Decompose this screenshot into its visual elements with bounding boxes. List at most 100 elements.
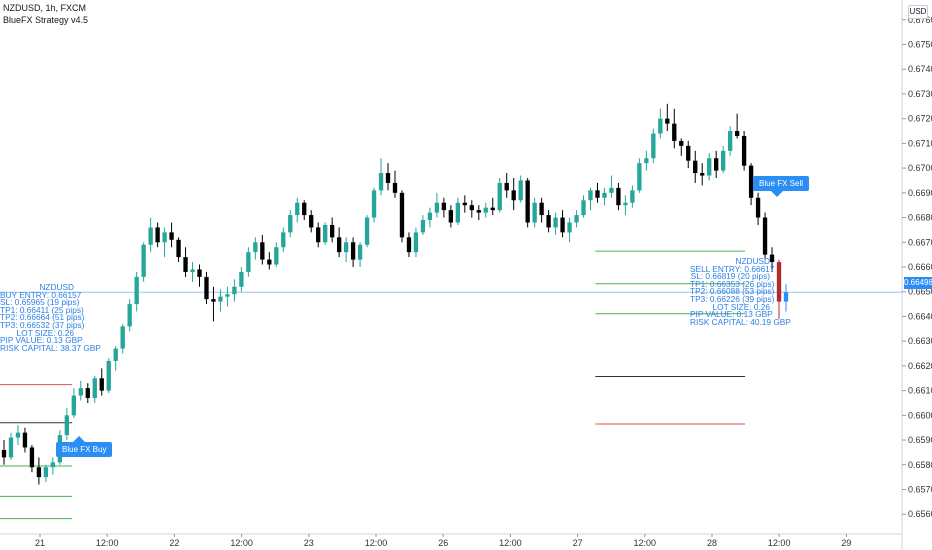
candle-body xyxy=(769,254,775,263)
candle-body xyxy=(260,242,265,260)
candle-body xyxy=(204,276,209,300)
candle-body xyxy=(448,210,454,223)
candle-body xyxy=(22,432,28,448)
candle-body xyxy=(776,262,782,302)
candle-body xyxy=(281,232,286,248)
sell-info-line: SL: 0.66819 (20 pips) xyxy=(690,271,770,282)
price-tick-label: 0.66500 xyxy=(908,287,932,297)
candle-body xyxy=(43,467,49,478)
buy-info-line: PIP VALUE: 0.13 GBP xyxy=(0,335,83,346)
candle-body xyxy=(141,244,146,277)
candle-body xyxy=(595,190,600,198)
candle-body xyxy=(309,215,314,228)
buy-info-line: SL: 0.65965 (19 pips) xyxy=(0,297,80,308)
candle-body xyxy=(295,202,300,216)
price-tick-label: 0.67400 xyxy=(908,64,932,74)
price-tick-label: 0.67600 xyxy=(908,15,932,25)
time-tick-label: 21 xyxy=(35,538,45,548)
candle-body xyxy=(392,182,398,193)
candle-body xyxy=(539,202,544,216)
candle-body xyxy=(225,294,230,297)
time-tick-label: 26 xyxy=(438,538,448,548)
symbol-title: NZDUSD, 1h, FXCM xyxy=(3,3,87,13)
price-tick-label: 0.67500 xyxy=(908,40,932,50)
candle-body xyxy=(741,135,747,166)
sell-signal-tag[interactable]: Blue FX Sell xyxy=(753,176,810,197)
candle-body xyxy=(476,210,481,213)
candle-body xyxy=(176,239,181,258)
sell-info-line: RISK CAPITAL: 40.19 GBP xyxy=(690,316,791,327)
candle-body xyxy=(357,244,363,260)
time-tick-label: 12:00 xyxy=(499,538,522,548)
price-tick-label: 0.66700 xyxy=(908,237,932,247)
candle-body xyxy=(679,140,684,146)
candle-body xyxy=(239,271,244,287)
candle-body xyxy=(232,286,237,295)
sell-info-line: NZDUSD xyxy=(735,256,770,266)
candle-body xyxy=(246,252,251,272)
candle-body xyxy=(609,187,614,193)
buy-info-line: TP1: 0.66411 (25 pips) xyxy=(0,304,84,315)
candle-body xyxy=(71,395,76,416)
candle-body xyxy=(197,269,202,277)
currency-button[interactable]: USD xyxy=(908,5,928,19)
candle-body xyxy=(253,242,258,253)
candle-body xyxy=(399,192,405,238)
candle-body xyxy=(113,348,118,361)
candle-body xyxy=(546,215,551,228)
candle-body xyxy=(64,415,70,436)
sell-info-line: LOT SIZE: 0.26 xyxy=(712,301,771,312)
time-axis[interactable]: 21 12:00 22 12:00 23 12:00 26 12:00 27 12:00 28 12:… xyxy=(35,534,851,548)
buy-info-line: TP2: 0.66664 (51 pips) xyxy=(0,312,85,323)
candle-body xyxy=(371,190,377,218)
time-tick-label: 12:00 xyxy=(365,538,388,548)
indicator-title: BlueFX Strategy v4.5 xyxy=(3,15,89,25)
candle-body xyxy=(616,187,621,206)
price-tick-label: 0.66600 xyxy=(908,262,932,272)
price-tick-label: 0.65600 xyxy=(908,509,932,519)
sell-info-line: TP2: 0.66088 (53 pips) xyxy=(690,286,775,297)
candle-body xyxy=(727,131,733,151)
candle-body xyxy=(420,220,426,233)
candle-body xyxy=(581,200,586,216)
price-tick-label: 0.67200 xyxy=(908,114,932,124)
candle-body xyxy=(567,222,572,233)
candle-body xyxy=(700,173,705,176)
candle-body xyxy=(497,182,502,211)
candle-body xyxy=(525,180,530,223)
time-tick-label: 28 xyxy=(707,538,717,548)
candle-body xyxy=(385,173,391,183)
sell-info-line: TP3: 0.66226 (39 pips) xyxy=(690,293,775,304)
buy-info-line: NZDUSD xyxy=(39,282,74,292)
candle-body xyxy=(441,202,447,211)
level-lines xyxy=(0,250,902,520)
candle-body xyxy=(29,447,35,468)
buy-signal-tag[interactable]: Blue FX Buy xyxy=(56,436,113,457)
candle-body xyxy=(413,232,419,253)
candle-body xyxy=(336,237,342,253)
price-axis[interactable]: 0.67600 0.67500 0.67400 0.67300 0.67200 0.671… xyxy=(902,15,932,519)
candle-body xyxy=(323,224,328,243)
candle-body xyxy=(665,118,670,124)
candle-body xyxy=(316,227,321,243)
candle-body xyxy=(602,192,607,198)
price-tick-label: 0.67000 xyxy=(908,163,932,173)
candle-body xyxy=(1,449,7,458)
price-tick-label: 0.66900 xyxy=(908,188,932,198)
candle-body xyxy=(148,227,153,245)
candles xyxy=(1,103,789,485)
sell-info-line: TP1: 0.66353 (26 pips) xyxy=(690,278,775,289)
candle-body xyxy=(783,292,789,302)
price-tick-label: 0.66100 xyxy=(908,386,932,396)
candle-body xyxy=(78,388,83,396)
time-tick-label: 12:00 xyxy=(230,538,253,548)
candle-body xyxy=(406,237,412,253)
candle-body xyxy=(693,160,698,174)
candle-body xyxy=(553,217,558,228)
time-tick-label: 23 xyxy=(304,538,314,548)
candle-body xyxy=(483,207,488,213)
time-tick-label: 12:00 xyxy=(96,538,119,548)
candle-body xyxy=(85,388,90,399)
